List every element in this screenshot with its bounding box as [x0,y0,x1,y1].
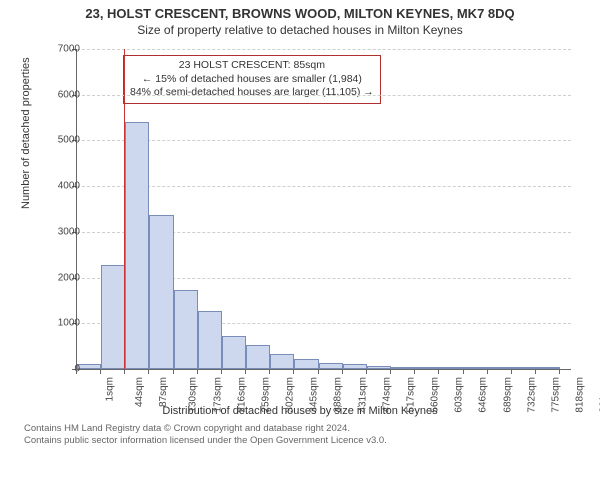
xtick-label: 173sqm [212,377,223,413]
gridline [77,49,571,50]
xtick-label: 388sqm [333,377,344,413]
xtick-label: 517sqm [406,377,417,413]
xtick-mark [559,369,560,374]
xtick-label: 603sqm [454,377,465,413]
xtick-label: 474sqm [381,377,392,413]
footer-line2: Contains public sector information licen… [24,435,600,447]
footer: Contains HM Land Registry data © Crown c… [0,419,600,448]
ytick-label: 0 [40,364,80,375]
gridline [77,95,571,96]
xtick-mark [221,369,222,374]
xtick-label: 775sqm [551,377,562,413]
ytick-label: 2000 [40,272,80,283]
xtick-label: 87sqm [158,377,169,407]
histogram-bar [101,265,125,369]
xtick-label: 216sqm [236,377,247,413]
xtick-label: 431sqm [357,377,368,413]
ytick-label: 7000 [40,44,80,55]
ytick-label: 1000 [40,318,80,329]
histogram-bar [415,367,439,369]
gridline [77,140,571,141]
histogram-bar [294,359,318,370]
y-axis-label: Number of detached properties [20,57,32,209]
xtick-label: 1sqm [104,377,115,401]
xtick-mark [245,369,246,374]
histogram-bar [125,122,149,369]
page-title: 23, HOLST CRESCENT, BROWNS WOOD, MILTON … [0,0,600,21]
xtick-mark [293,369,294,374]
histogram-bar [174,290,198,369]
histogram-bar [367,366,391,369]
histogram-bar [270,354,294,369]
xtick-label: 689sqm [502,377,513,413]
xtick-label: 345sqm [309,377,320,413]
page-subtitle: Size of property relative to detached ho… [0,21,600,39]
xtick-label: 560sqm [430,377,441,413]
histogram-bar [512,367,536,369]
xtick-mark [535,369,536,374]
xtick-mark [414,369,415,374]
histogram-bar [464,367,488,369]
xtick-mark [438,369,439,374]
histogram-bar [391,367,415,369]
histogram-chart: Number of detached properties 23 HOLST C… [20,39,580,419]
xtick-mark [318,369,319,374]
ytick-label: 4000 [40,181,80,192]
xtick-mark [269,369,270,374]
histogram-bar [246,345,270,369]
x-axis-label: Distribution of detached houses by size … [20,405,580,417]
histogram-bar [319,363,343,369]
xtick-mark [390,369,391,374]
xtick-mark [148,369,149,374]
xtick-mark [487,369,488,374]
histogram-bar [77,364,101,369]
histogram-bar [198,311,222,370]
xtick-mark [76,369,77,374]
histogram-bar [222,336,246,369]
xtick-label: 44sqm [134,377,145,407]
xtick-label: 732sqm [526,377,537,413]
annotation-box: 23 HOLST CRESCENT: 85sqm ← 15% of detach… [123,55,381,104]
xtick-label: 259sqm [261,377,272,413]
xtick-mark [197,369,198,374]
annotation-line1: 23 HOLST CRESCENT: 85sqm [130,59,374,73]
histogram-bar [439,367,463,369]
xtick-mark [124,369,125,374]
annotation-line3: 84% of semi-detached houses are larger (… [130,86,374,100]
xtick-mark [511,369,512,374]
histogram-bar [536,367,560,369]
ytick-label: 6000 [40,89,80,100]
ytick-label: 3000 [40,226,80,237]
plot-area: 23 HOLST CRESCENT: 85sqm ← 15% of detach… [76,49,571,370]
footer-line1: Contains HM Land Registry data © Crown c… [24,423,600,435]
xtick-label: 130sqm [188,377,199,413]
xtick-mark [173,369,174,374]
gridline [77,186,571,187]
histogram-bar [488,367,512,369]
xtick-label: 818sqm [575,377,586,413]
xtick-mark [366,369,367,374]
histogram-bar [149,215,173,370]
xtick-label: 302sqm [285,377,296,413]
xtick-mark [463,369,464,374]
histogram-bar [343,364,367,369]
xtick-mark [100,369,101,374]
annotation-line2: ← 15% of detached houses are smaller (1,… [130,73,374,87]
xtick-label: 646sqm [478,377,489,413]
marker-line [124,49,125,369]
xtick-mark [342,369,343,374]
ytick-label: 5000 [40,135,80,146]
